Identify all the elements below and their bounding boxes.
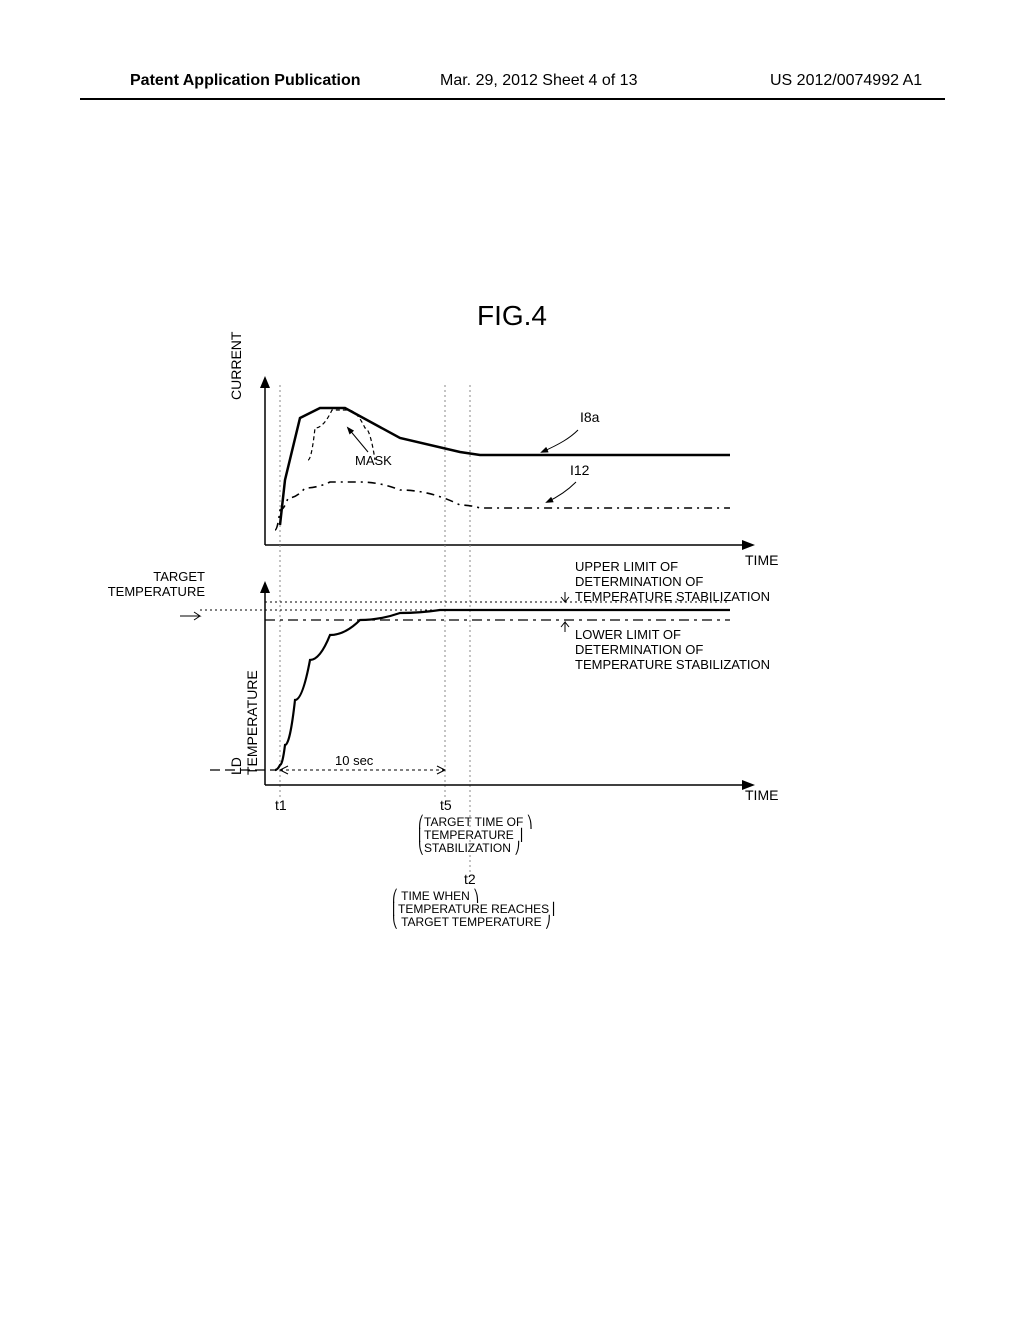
xlabel-temp: TIME [745,787,778,803]
label-target-temperature: TARGETTEMPERATURE [95,570,205,600]
label-t5-desc: ⎛TARGET TIME OF ⎞ ⎜TEMPERATURE ⎟ ⎝STABIL… [418,814,536,855]
temp-y-arrow [260,581,270,593]
label-t1: t1 [275,797,287,813]
header-rule [80,98,945,100]
header-date-sheet: Mar. 29, 2012 Sheet 4 of 13 [440,72,637,90]
label-i12: I12 [570,462,590,478]
label-t2-desc: ⎛ TIME WHEN ⎞ ⎜TEMPERATURE REACHES⎟ ⎝ TA… [392,888,558,929]
label-10sec: 10 sec [335,753,374,768]
label-t5: t5 [440,797,452,813]
current-x-arrow [742,540,755,550]
chart-container: I8a I12 MASK TIME 10 sec TIME t1 t5 ⎛TAR… [170,370,870,1010]
label-mask: MASK [355,453,392,468]
label-upper-limit: UPPER LIMIT OFDETERMINATION OFTEMPERATUR… [575,560,770,605]
label-t2: t2 [464,871,476,887]
arrow-lower-limit [561,622,569,632]
label-i8a: I8a [580,409,600,425]
figure-title: FIG.4 [0,300,1024,332]
header-publication: Patent Application Publication [130,72,361,90]
arrow-target-temp [180,612,200,620]
chart-svg: I8a I12 MASK TIME 10 sec TIME t1 t5 ⎛TAR… [170,370,870,1010]
curve-i12 [275,482,730,530]
current-y-arrow [260,376,270,388]
label-lower-limit: LOWER LIMIT OFDETERMINATION OFTEMPERATUR… [575,628,770,673]
arrow-i12 [547,482,576,502]
arrow-i8a [542,430,578,452]
arrow-upper-limit [561,592,569,602]
header-patent-number: US 2012/0074992 A1 [770,72,922,90]
arrow-mask [348,428,368,452]
